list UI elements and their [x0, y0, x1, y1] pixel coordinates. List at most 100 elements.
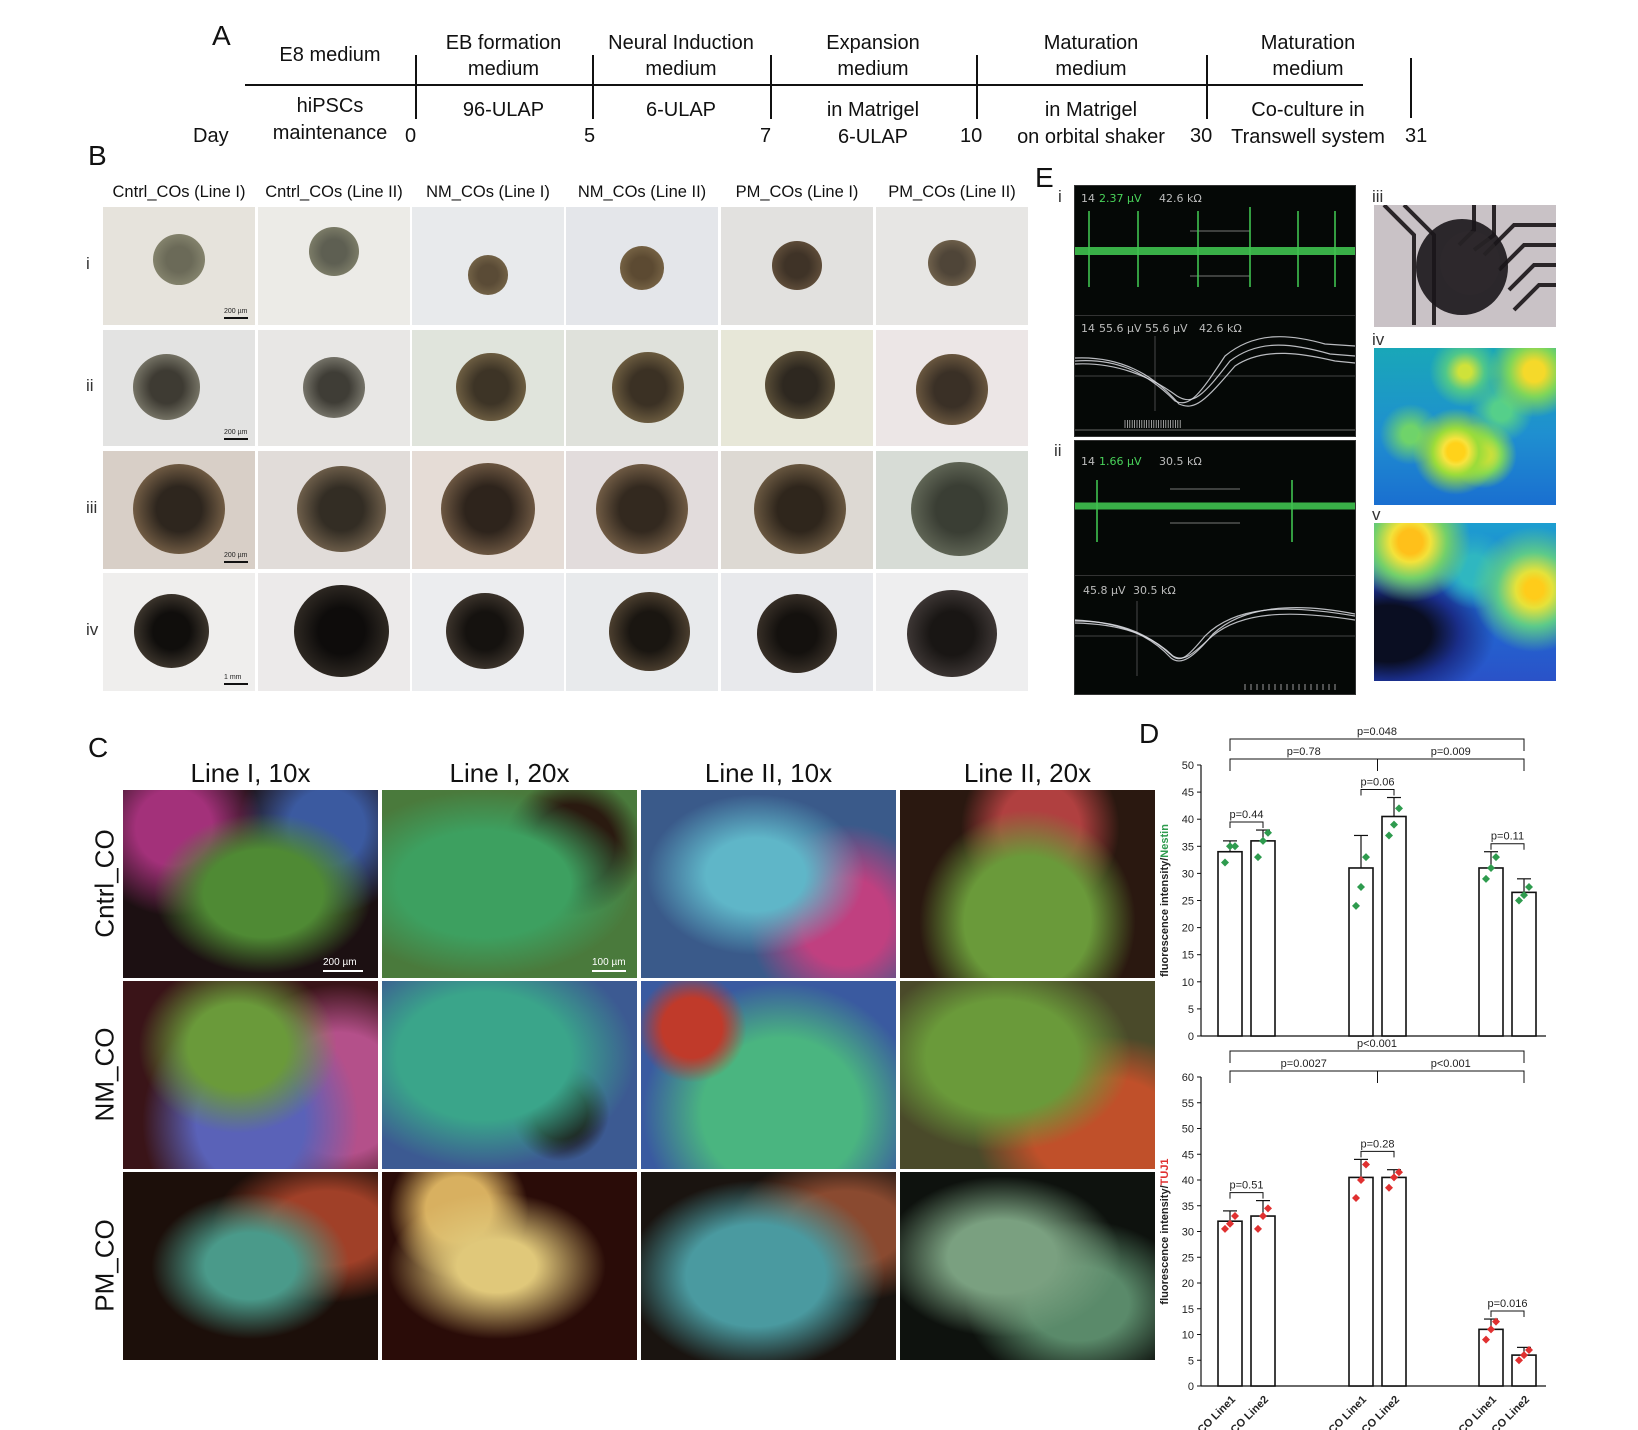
p-value-label: p=0.06 — [1361, 777, 1395, 789]
x-category-label: PM_CO Line1 — [1440, 1394, 1499, 1430]
data-point — [1231, 1212, 1239, 1221]
data-point — [1385, 1183, 1393, 1192]
p-value-label: p=0.009 — [1431, 746, 1471, 758]
data-point — [1487, 863, 1495, 872]
trace-i-wave-amplitude: 55.6 µV 55.6 µV — [1099, 322, 1188, 335]
timeline-day-value: 30 — [1190, 125, 1213, 147]
p-value-label: p<0.001 — [1431, 1058, 1471, 1070]
y-tick-label: 30 — [1182, 1227, 1194, 1239]
significance-bracket — [1229, 758, 1378, 771]
data-point — [1482, 874, 1490, 883]
trace-ii-waveform-plot — [1075, 601, 1355, 690]
bar — [1217, 850, 1243, 1037]
trace-ii-spike-window: 14 1.66 µV 30.5 kΩ — [1074, 440, 1356, 577]
fluorescence-column-header: Line I, 10x — [190, 758, 311, 788]
fluorescence-image — [641, 1172, 896, 1360]
brightfield-organoid-image — [876, 573, 1028, 691]
organoid — [153, 234, 205, 285]
organoid — [916, 354, 988, 425]
y-tick-label: 20 — [1182, 923, 1194, 935]
timeline-day-value: 5 — [584, 125, 596, 147]
organoid — [446, 593, 524, 670]
fluorescence-column-header: Line I, 20x — [449, 758, 570, 788]
data-point — [1352, 1194, 1360, 1203]
timeline-tick — [1206, 55, 1208, 119]
scale-bar-label: 1 mm — [224, 674, 242, 681]
brightfield-organoid-image — [258, 451, 410, 569]
timeline-day-label: Day — [193, 125, 229, 147]
organoid — [772, 241, 822, 290]
timeline-stage-title: Maturation medium — [1043, 32, 1139, 80]
brightfield-organoid-image — [721, 330, 873, 446]
waveform-trace — [1075, 608, 1355, 660]
scale-bar-label: 200 µm — [224, 308, 248, 315]
fluorescence-image — [382, 790, 637, 978]
organoid — [440, 462, 536, 556]
timeline-stage-title: E8 medium — [279, 44, 381, 66]
brightfield-organoid-image — [721, 573, 873, 691]
y-tick-label: 15 — [1182, 1304, 1194, 1316]
timeline-tick — [1410, 58, 1412, 118]
y-tick-label: 40 — [1182, 1175, 1194, 1187]
fluorescence-image — [123, 1172, 378, 1360]
data-point — [1390, 1173, 1398, 1182]
trace-ii-impedance: 30.5 kΩ — [1159, 455, 1202, 468]
organoid — [309, 227, 359, 276]
organoid — [133, 354, 201, 421]
data-point — [1259, 1212, 1267, 1221]
scale-bar — [224, 317, 248, 319]
y-tick-label: 35 — [1182, 841, 1194, 853]
scale-bar — [224, 438, 248, 440]
noise-band — [1075, 502, 1355, 510]
scale-bar-label: 100 µm — [592, 957, 626, 968]
data-point — [1390, 820, 1398, 829]
x-category-label: Cntrl_CO Line1 — [1173, 1394, 1238, 1430]
waveform-trace — [1075, 344, 1355, 401]
y-axis-label-prefix: fluorescence intensity/ — [1159, 1185, 1171, 1304]
data-point — [1362, 853, 1370, 862]
significance-bracket — [1229, 1070, 1378, 1083]
bar — [1381, 1176, 1407, 1387]
scale-bar-label: 200 µm — [224, 552, 248, 559]
timeline-stage-detail: in Matrigel 6-ULAP — [826, 99, 920, 148]
timeline-tick — [592, 55, 594, 119]
brightfield-organoid-image — [721, 451, 873, 569]
data-point — [1221, 858, 1229, 867]
data-point — [1525, 1345, 1533, 1354]
trace-i-spike-window: 14 2.37 µV 42.6 kΩ — [1074, 185, 1356, 317]
trace-i-waveform-window: 14 55.6 µV 55.6 µV 42.6 kΩ — [1074, 315, 1356, 437]
organoid — [928, 240, 976, 287]
fluorescence-column-header: Line II, 20x — [963, 758, 1092, 788]
p-value-label: p=0.0027 — [1281, 1058, 1327, 1070]
brightfield-row-label: iii — [86, 498, 98, 517]
significance-bracket — [1229, 738, 1525, 751]
timeline-stage-detail: Co-culture in Transwell system — [1231, 99, 1385, 148]
brightfield-organoid-image — [566, 330, 718, 446]
panel-e-sub-i: i — [1058, 187, 1062, 206]
organoid — [612, 352, 685, 423]
brightfield-organoid-image — [876, 451, 1028, 569]
bar — [1381, 815, 1407, 1037]
trace-ii-spike-plot — [1075, 480, 1355, 542]
organoid — [619, 245, 665, 290]
noise-band — [1075, 247, 1355, 255]
data-point — [1520, 891, 1528, 900]
y-axis-label: fluorescence intensity/TUJ1 — [1159, 1158, 1171, 1304]
data-point — [1226, 842, 1234, 851]
brightfield-column-header: Cntrl_COs (Line I) — [112, 183, 246, 201]
significance-bracket — [1490, 843, 1525, 850]
y-tick-label: 25 — [1182, 896, 1194, 908]
p-value-label: p=0.44 — [1230, 809, 1264, 821]
organoid — [302, 356, 366, 419]
data-point — [1221, 1224, 1229, 1233]
brightfield-row-label: i — [86, 254, 90, 273]
fluorescence-image — [900, 1172, 1155, 1360]
trace-i-impedance: 42.6 kΩ — [1159, 192, 1202, 205]
y-tick-label: 40 — [1182, 814, 1194, 826]
fluorescence-row-label: NM_CO — [89, 1027, 120, 1122]
y-tick-label: 45 — [1182, 1149, 1194, 1161]
waveform-trace — [1075, 607, 1355, 662]
scale-bar-label: 200 µm — [224, 429, 248, 436]
y-tick-label: 15 — [1182, 950, 1194, 962]
brightfield-column-header: PM_COs (Line II) — [888, 183, 1016, 201]
